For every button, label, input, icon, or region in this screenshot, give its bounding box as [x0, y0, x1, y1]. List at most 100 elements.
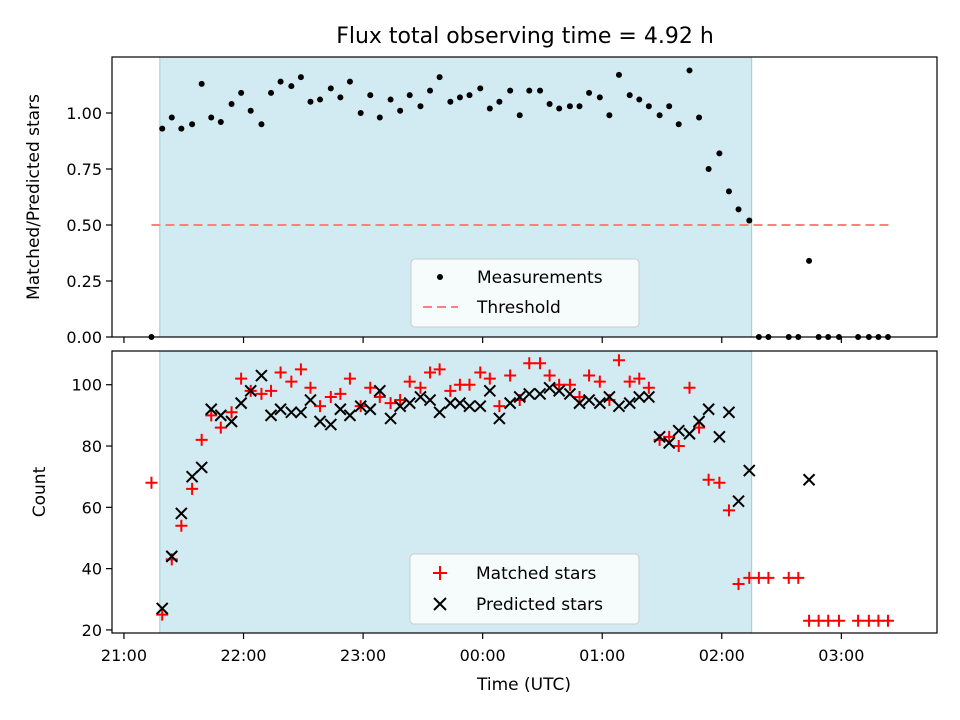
legend-predicted-label: Predicted stars [476, 595, 603, 615]
matched-star-point [156, 608, 169, 621]
top-plot-frame [111, 56, 938, 338]
predicted-star-point [642, 390, 656, 404]
measurement-point [198, 80, 205, 87]
top-x-axis-ticks [123, 337, 842, 343]
predicted-star-point [573, 396, 586, 410]
measurement-point [406, 92, 413, 99]
top-y-tick-label: 0.75 [66, 160, 102, 179]
matched-star-point [852, 614, 865, 627]
measurement-point [228, 101, 235, 108]
measurement-point [387, 96, 394, 103]
measurement-point [526, 87, 533, 94]
measurement-point [189, 121, 196, 128]
measurement-point [566, 103, 573, 110]
predicted-star-point [582, 393, 596, 407]
measurement-point [507, 87, 514, 94]
predicted-star-point [483, 384, 497, 398]
matched-star-point [543, 369, 556, 382]
predicted-star-point [255, 369, 268, 382]
matched-star-point [881, 614, 894, 627]
measurement-point [258, 121, 265, 128]
matched-star-point [294, 363, 307, 376]
matched-star-point [553, 378, 566, 391]
matched-star-point [702, 473, 715, 486]
bottom-y-tick-label: 60 [82, 498, 102, 517]
predicted-star-point [612, 399, 626, 413]
predicted-star-point [702, 403, 715, 416]
measurement-point [367, 92, 374, 99]
matched-star-point [593, 375, 606, 388]
legend-matched-marker [433, 566, 447, 580]
predicted-star-point [743, 464, 756, 477]
predicted-star-point [713, 430, 726, 444]
bottom-y-tick-label: 100 [71, 376, 102, 395]
measurement-point [516, 112, 523, 119]
measurement-point [268, 89, 275, 96]
measurement-point [656, 112, 663, 119]
predicted-star-point [214, 409, 228, 422]
matched-star-point [832, 614, 845, 627]
matched-star-point [683, 381, 696, 394]
predicted-star-point [403, 396, 416, 410]
matched-star-point [663, 430, 676, 443]
bottom-y-tick-label: 20 [82, 621, 102, 640]
top-y-axis-label: Matched/Predicted stars [24, 94, 44, 300]
matched-star-point [394, 394, 407, 407]
measurement-point [317, 96, 324, 103]
matched-star-point [364, 381, 377, 394]
measurement-point [596, 94, 603, 101]
top-legend: Measurements Threshold [410, 258, 640, 328]
measurement-point [606, 112, 613, 119]
matched-star-point [612, 354, 625, 367]
measurement-point [178, 125, 185, 132]
predicted-star-point [294, 406, 308, 419]
top-y-axis-ticks: 0.00 0.25 0.50 0.75 1.00 [66, 104, 112, 347]
predicted-star-point [423, 393, 437, 407]
matched-star-point [384, 397, 397, 410]
matched-star-point [463, 378, 476, 391]
measurement-point [806, 257, 813, 264]
predicted-star-point [543, 381, 556, 394]
measurement-point [615, 71, 622, 78]
predicted-star-point [304, 393, 317, 407]
matched-star-point [205, 409, 218, 422]
measurement-point [735, 206, 742, 213]
bottom-data-points [145, 354, 894, 627]
measurement-point [556, 105, 563, 112]
x-tick-label: 21:00 [101, 646, 147, 665]
matched-star-point [304, 381, 317, 394]
predicted-star-point [343, 409, 357, 422]
predicted-star-point [732, 494, 745, 508]
matched-star-point [633, 372, 646, 385]
bottom-x-axis-ticks: 21:00 22:00 23:00 00:00 01:00 02:00 03:00 [101, 633, 864, 665]
x-tick-label: 23:00 [340, 646, 386, 665]
measurement-point [746, 217, 753, 224]
predicted-star-point [225, 415, 238, 428]
measurement-point [675, 121, 682, 128]
legend-predicted-marker [433, 597, 447, 611]
measurement-point [277, 78, 284, 85]
measurement-point [159, 125, 166, 132]
legend-measurements-marker [437, 274, 443, 280]
measurement-point [436, 74, 443, 81]
predicted-star-point [474, 399, 487, 413]
measurement-point [537, 87, 544, 94]
measurement-point [417, 103, 424, 110]
matched-star-point [732, 577, 745, 590]
matched-star-point [225, 406, 238, 419]
matched-star-point [175, 519, 188, 532]
measurement-point [636, 96, 643, 103]
measurement-point [307, 98, 314, 105]
measurement-point [496, 98, 503, 105]
predicted-star-point [552, 384, 566, 398]
measurement-point [466, 92, 473, 99]
predicted-star-point [195, 461, 208, 474]
predicted-star-point [433, 406, 446, 419]
measurement-point [357, 110, 364, 116]
predicted-star-point [274, 403, 287, 416]
matched-star-point [583, 369, 596, 382]
matched-star-point [424, 366, 437, 379]
measurement-point [725, 188, 732, 195]
predicted-star-point [633, 390, 646, 404]
matched-star-point [642, 381, 655, 394]
